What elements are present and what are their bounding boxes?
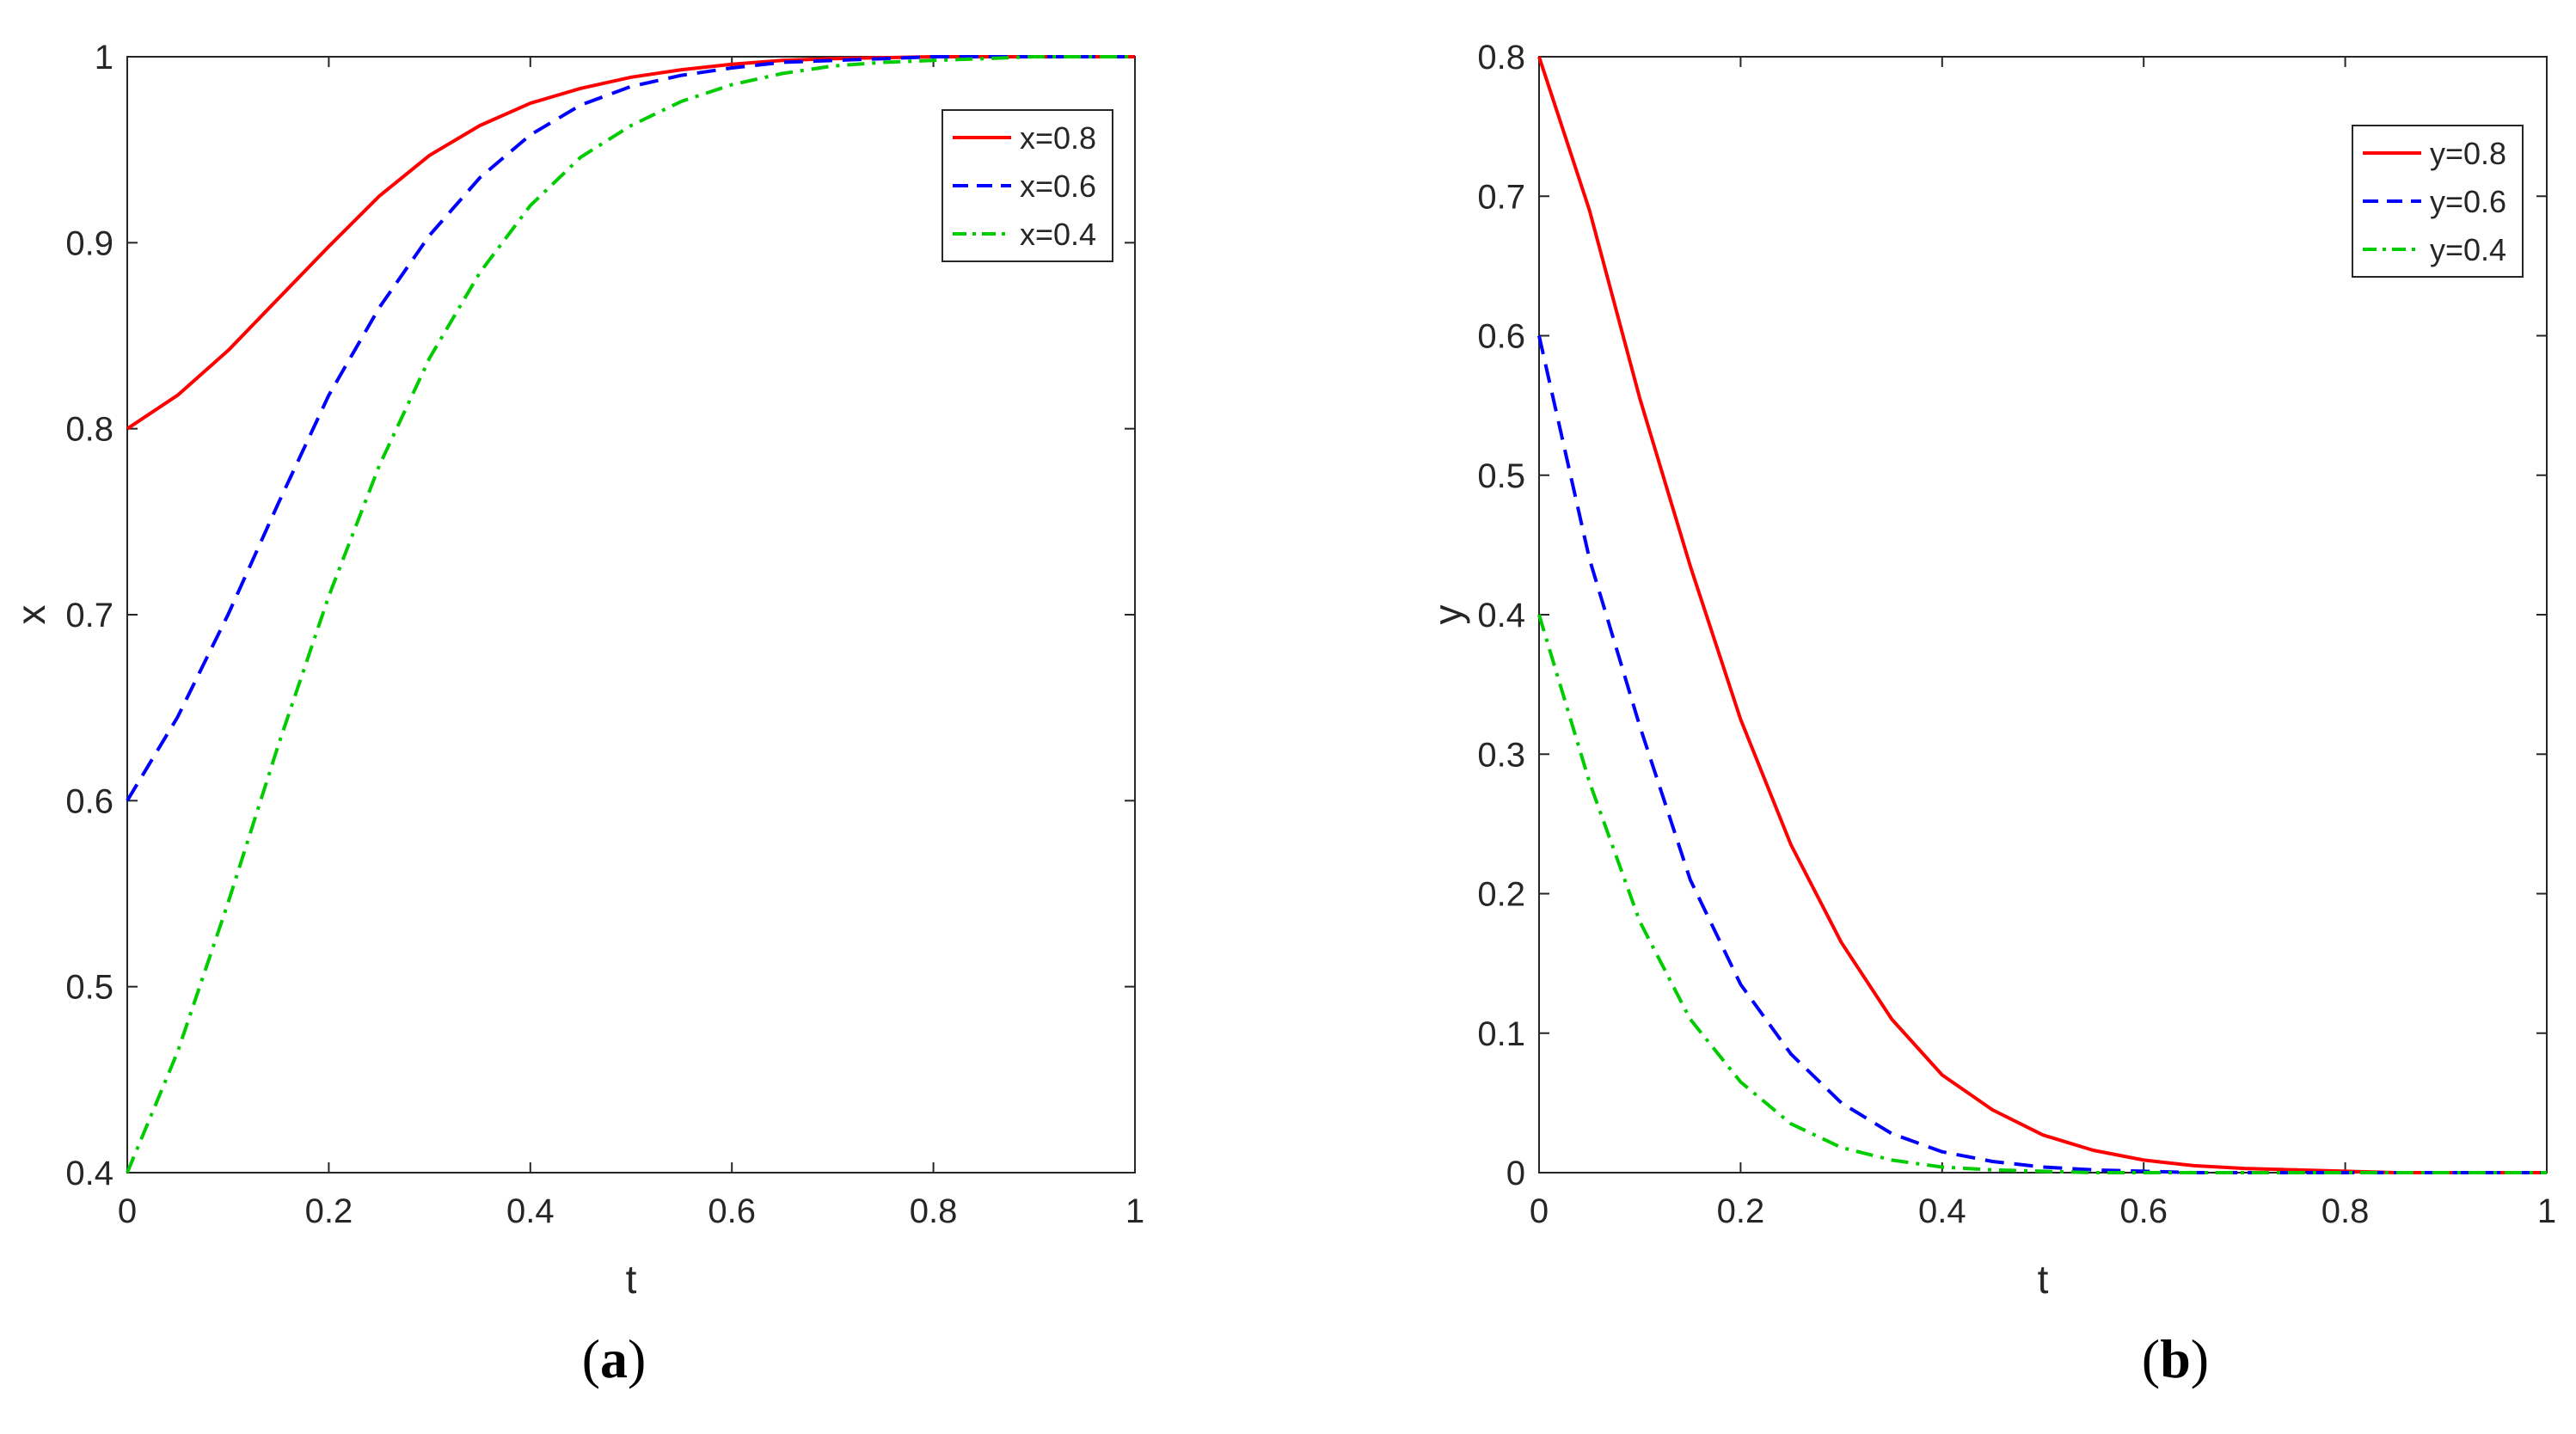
legend: y=0.8 y=0.6 y=0.4 — [2352, 125, 2524, 278]
x-tick-label: 0.2 — [1717, 1192, 1765, 1230]
panel-label: (b) — [2142, 1328, 2209, 1389]
x-axis-label: t — [2038, 1257, 2049, 1302]
legend-entry-2: y=0.6 — [2430, 184, 2506, 219]
y-tick-label: 0.4 — [65, 1155, 113, 1192]
y-tick-label: 0.8 — [1477, 39, 1525, 77]
series-line-3 — [1537, 614, 2547, 1174]
x-tick-label: 0 — [1530, 1192, 1549, 1230]
y-tick-label: 0.7 — [65, 597, 113, 634]
x-tick-label: 1 — [2537, 1192, 2556, 1230]
y-tick-label: 0.4 — [1477, 597, 1525, 634]
y-axis-label: y — [1426, 605, 1470, 625]
y-tick-label: 1 — [95, 39, 113, 77]
series-line-2 — [1537, 335, 2547, 1174]
y-tick-label: 0.2 — [1477, 876, 1525, 914]
legend-entry-3: y=0.4 — [2430, 232, 2506, 267]
x-tick-label: 0.8 — [2321, 1192, 2370, 1230]
y-tick-label: 0.8 — [65, 411, 113, 449]
legend-entry-2: x=0.6 — [1020, 169, 1096, 204]
x-tick-label: 0.2 — [305, 1192, 353, 1230]
x-tick-label: 0 — [118, 1192, 137, 1230]
y-tick-label: 0.6 — [1477, 318, 1525, 356]
y-tick-label: 0.1 — [1477, 1015, 1525, 1053]
x-tick-label: 0.6 — [2119, 1192, 2168, 1230]
panel-label: (a) — [582, 1328, 647, 1389]
y-axis-label: x — [9, 605, 53, 625]
y-tick-label: 0.6 — [65, 782, 113, 820]
legend-entry-3: x=0.4 — [1020, 217, 1096, 252]
legend-entry-1: x=0.8 — [1020, 120, 1096, 156]
legend: x=0.8 x=0.6 x=0.4 — [941, 109, 1113, 262]
series-line-2 — [126, 55, 1135, 802]
x-tick-label: 0.4 — [506, 1192, 555, 1230]
y-tick-label: 0.3 — [1477, 736, 1525, 774]
y-tick-label: 0 — [1506, 1155, 1525, 1192]
y-tick-label: 0.5 — [65, 969, 113, 1007]
legend-entry-1: y=0.8 — [2430, 136, 2506, 171]
legend-box — [941, 109, 1113, 262]
series-line-3 — [126, 55, 1135, 1174]
y-tick-label: 0.9 — [65, 224, 113, 262]
chart-panel-a: 0 0.2 0.4 0.6 0.8 1 0.4 0.5 0.6 0.7 0.8 0.9 1 t x x=0.8… — [9, 39, 1144, 1389]
x-tick-label: 0.4 — [1918, 1192, 1966, 1230]
x-axis-label: t — [626, 1257, 637, 1302]
legend-box — [2352, 125, 2524, 278]
chart-panel-b: 0 0.2 0.4 0.6 0.8 1 0 0.1 0.2 0.3 0.4 0.5 0.6 0.7 0.8 t… — [1426, 39, 2556, 1389]
x-tick-label: 1 — [1125, 1192, 1144, 1230]
x-tick-label: 0.8 — [910, 1192, 958, 1230]
y-tick-label: 0.5 — [1477, 457, 1525, 495]
y-tick-label: 0.7 — [1477, 178, 1525, 216]
x-tick-label: 0.6 — [708, 1192, 756, 1230]
